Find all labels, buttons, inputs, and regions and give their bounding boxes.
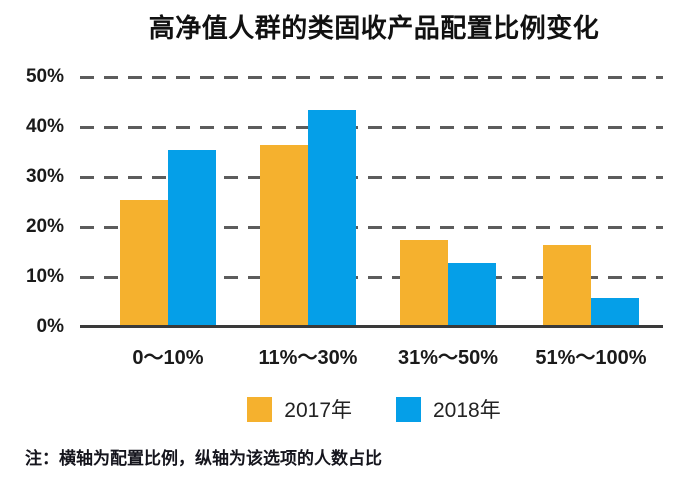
legend-swatch-2017 bbox=[247, 396, 273, 422]
bar-2017年-0～10% bbox=[120, 200, 168, 325]
y-tick-40%: 40% bbox=[25, 116, 64, 137]
gridline-10% bbox=[80, 276, 663, 279]
chart-title: 高净值人群的类固收产品配置比例变化 bbox=[148, 13, 600, 43]
bar-2018年-0～10% bbox=[168, 150, 216, 325]
gridline-30% bbox=[80, 176, 663, 179]
y-tick-30%: 30% bbox=[25, 166, 64, 187]
x-label-11%～30%: 11%～30% bbox=[258, 347, 358, 369]
bar-2018年-11%～30% bbox=[308, 110, 356, 325]
bar-2017年-11%～30% bbox=[260, 145, 308, 325]
legend-item-2018: 2018年 bbox=[396, 394, 501, 424]
x-label-0～10%: 0～10% bbox=[132, 347, 204, 369]
gridline-40% bbox=[80, 126, 663, 129]
gridline-50% bbox=[80, 76, 663, 79]
gridline-20% bbox=[80, 226, 663, 229]
bar-2018年-31%～50% bbox=[448, 262, 496, 325]
legend-item-2017: 2017年 bbox=[247, 394, 352, 424]
x-label-51%～100%: 51%～100% bbox=[535, 347, 647, 369]
bar-2018年-51%～100% bbox=[591, 297, 639, 325]
legend-label-2018: 2018年 bbox=[433, 399, 501, 422]
bar-2017年-51%～100% bbox=[543, 245, 591, 325]
y-tick-20%: 20% bbox=[25, 216, 64, 237]
legend-label-2017: 2017年 bbox=[284, 399, 352, 422]
x-label-31%～50%: 31%～50% bbox=[397, 347, 499, 369]
plot-area: 50% 40% 30% 20% 10% 0% 0～10% 11%～30% 31%～50% 51%～… bbox=[26, 66, 663, 369]
footnote: 注：横轴为配置比例，纵轴为该选项的人数占比 bbox=[25, 449, 382, 468]
y-tick-50%: 50% bbox=[25, 66, 64, 87]
y-tick-10%: 10% bbox=[25, 266, 64, 287]
y-tick-0%: 0% bbox=[36, 316, 64, 337]
x-axis-baseline bbox=[80, 325, 663, 328]
legend-swatch-2018 bbox=[396, 396, 421, 422]
bar-2017年-31%～50% bbox=[400, 240, 448, 325]
legend: 2017年 2018年 bbox=[85, 394, 663, 424]
